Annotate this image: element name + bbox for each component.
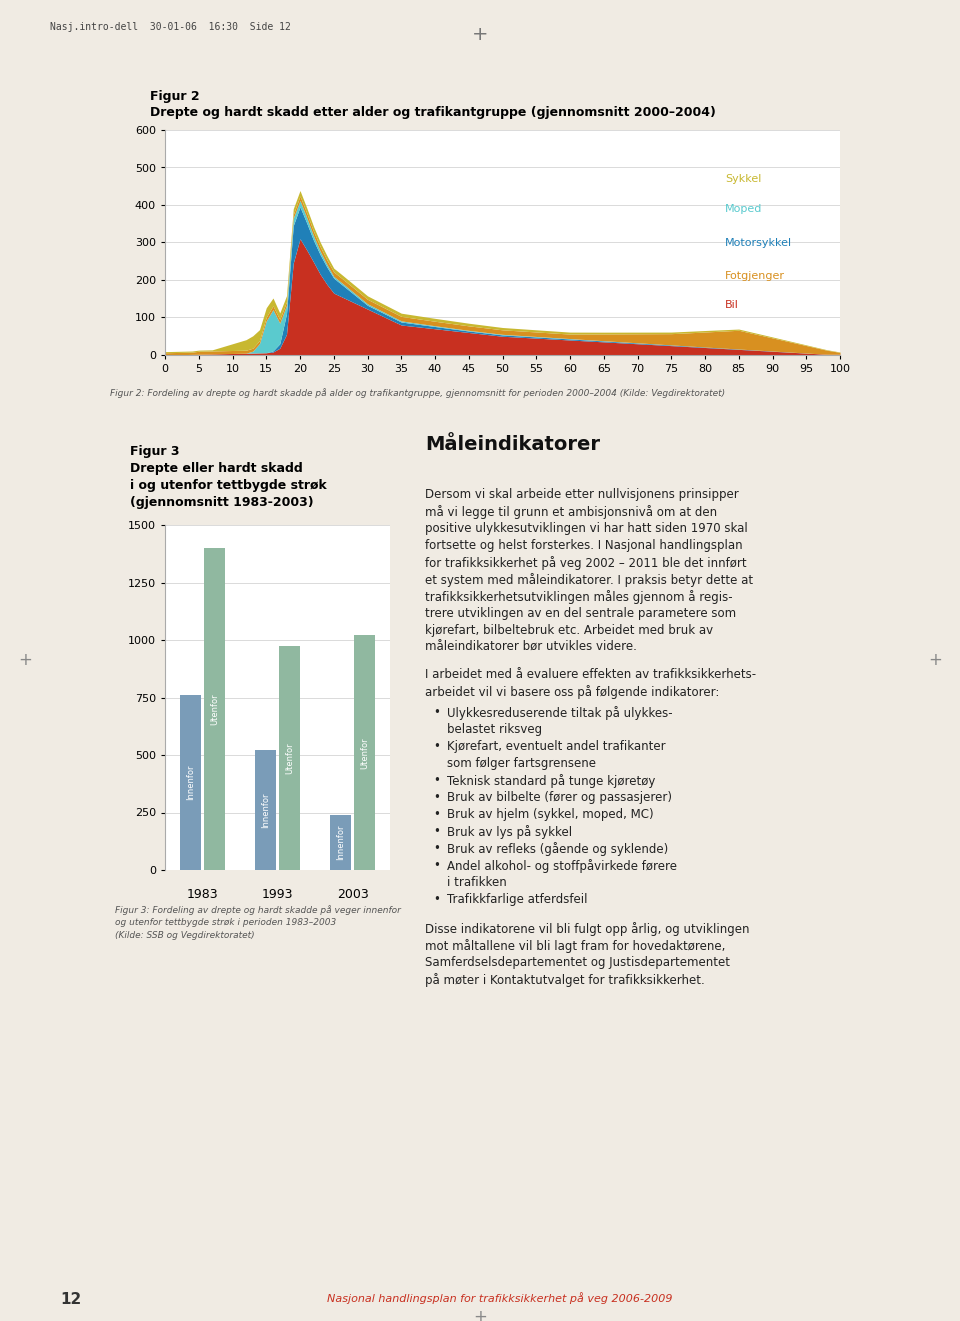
Text: for trafikksikkerhet på veg 2002 – 2011 ble det innført: for trafikksikkerhet på veg 2002 – 2011 … [425,556,747,569]
Text: •: • [433,740,440,753]
Text: trafikksikkerhetsutviklingen måles gjennom å regis-: trafikksikkerhetsutviklingen måles gjenn… [425,590,732,604]
Text: Trafikkfarlige atferdsfeil: Trafikkfarlige atferdsfeil [447,893,588,906]
Text: +: + [928,651,942,668]
Text: Ulykkesreduserende tiltak på ulykkes-: Ulykkesreduserende tiltak på ulykkes- [447,705,673,720]
Text: 2003: 2003 [337,889,369,901]
Text: Disse indikatorene vil bli fulgt opp årlig, og utviklingen: Disse indikatorene vil bli fulgt opp årl… [425,922,750,937]
Text: i og utenfor tettbygde strøk: i og utenfor tettbygde strøk [130,480,326,491]
Text: 1983: 1983 [186,889,218,901]
Text: Innenfor: Innenfor [186,765,195,801]
Text: fortsette og helst forsterkes. I Nasjonal handlingsplan: fortsette og helst forsterkes. I Nasjona… [425,539,743,552]
Text: (Kilde: SSB og Vegdirektoratet): (Kilde: SSB og Vegdirektoratet) [115,931,254,941]
Text: 12: 12 [60,1292,82,1306]
Bar [255,750,276,871]
Text: Utenfor: Utenfor [210,694,219,725]
Text: Bruk av lys på sykkel: Bruk av lys på sykkel [447,826,572,839]
Text: Innenfor: Innenfor [336,824,345,860]
Text: Bruk av refleks (gående og syklende): Bruk av refleks (gående og syklende) [447,841,668,856]
Text: Andel alkohol- og stoffpåvirkede førere: Andel alkohol- og stoffpåvirkede førere [447,859,677,873]
Text: i trafikken: i trafikken [447,876,507,889]
Text: Utenfor: Utenfor [360,737,370,769]
Text: Måleindikatorer: Måleindikatorer [425,435,600,454]
Bar [354,635,375,871]
Text: •: • [433,774,440,787]
Text: belastet riksveg: belastet riksveg [447,723,542,736]
Text: et system med måleindikatorer. I praksis betyr dette at: et system med måleindikatorer. I praksis… [425,573,754,587]
Text: Samferdselsdepartementet og Justisdepartementet: Samferdselsdepartementet og Justisdepart… [425,956,730,970]
Text: Fotgjenger: Fotgjenger [725,271,785,281]
Text: •: • [433,791,440,804]
Text: +: + [471,25,489,45]
Text: og utenfor tettbygde strøk i perioden 1983–2003: og utenfor tettbygde strøk i perioden 19… [115,918,336,927]
Text: Nasjonal handlingsplan for trafikksikkerhet på veg 2006-2009: Nasjonal handlingsplan for trafikksikker… [327,1292,673,1304]
Text: Dersom vi skal arbeide etter nullvisjonens prinsipper: Dersom vi skal arbeide etter nullvisjone… [425,487,739,501]
Text: Teknisk standard på tunge kjøretøy: Teknisk standard på tunge kjøretøy [447,774,656,787]
Text: (gjennomsnitt 1983-2003): (gjennomsnitt 1983-2003) [130,495,314,509]
Text: trere utviklingen av en del sentrale parametere som: trere utviklingen av en del sentrale par… [425,608,736,620]
Text: Figur 3: Fordeling av drepte og hardt skadde på veger innenfor: Figur 3: Fordeling av drepte og hardt sk… [115,905,401,915]
Text: Nasj.intro-dell  30-01-06  16:30  Side 12: Nasj.intro-dell 30-01-06 16:30 Side 12 [50,22,291,32]
Text: Figur 2: Figur 2 [150,90,200,103]
Bar [180,695,201,871]
Text: Utenfor: Utenfor [285,742,294,774]
Bar [279,646,300,871]
Text: +: + [473,1308,487,1321]
Text: •: • [433,859,440,872]
Bar [330,815,350,871]
Text: positive ulykkesutviklingen vi har hatt siden 1970 skal: positive ulykkesutviklingen vi har hatt … [425,522,748,535]
Text: måleindikatorer bør utvikles videre.: måleindikatorer bør utvikles videre. [425,641,636,654]
Text: Sykkel: Sykkel [725,174,761,185]
Text: kjørefart, bilbeltebruk etc. Arbeidet med bruk av: kjørefart, bilbeltebruk etc. Arbeidet me… [425,624,713,637]
Text: Figur 3: Figur 3 [130,445,180,458]
Text: på møter i Kontaktutvalget for trafikksikkerhet.: på møter i Kontaktutvalget for trafikksi… [425,974,705,987]
Text: arbeidet vil vi basere oss på følgende indikatorer:: arbeidet vil vi basere oss på følgende i… [425,686,719,699]
Text: Innenfor: Innenfor [261,793,270,828]
Text: I arbeidet med å evaluere effekten av trafikksikkerhets-: I arbeidet med å evaluere effekten av tr… [425,668,756,682]
Text: 1993: 1993 [262,889,293,901]
Text: som følger fartsgrensene: som følger fartsgrensene [447,757,596,770]
Text: Bruk av hjelm (sykkel, moped, MC): Bruk av hjelm (sykkel, moped, MC) [447,808,654,820]
Text: Bil: Bil [725,300,739,310]
Text: •: • [433,808,440,820]
Text: Kjørefart, eventuelt andel trafikanter: Kjørefart, eventuelt andel trafikanter [447,740,665,753]
Text: Drepte eller hardt skadd: Drepte eller hardt skadd [130,462,302,476]
Text: •: • [433,893,440,906]
Text: må vi legge til grunn et ambisjonsnivå om at den: må vi legge til grunn et ambisjonsnivå o… [425,505,717,519]
Text: •: • [433,841,440,855]
Text: •: • [433,826,440,838]
Bar [204,548,225,871]
Text: •: • [433,705,440,719]
Text: Figur 2: Fordeling av drepte og hardt skadde på alder og trafikantgruppe, gjenno: Figur 2: Fordeling av drepte og hardt sk… [110,388,725,398]
Text: Moped: Moped [725,203,762,214]
Text: Motorsykkel: Motorsykkel [725,238,792,247]
Text: mot måltallene vil bli lagt fram for hovedaktørene,: mot måltallene vil bli lagt fram for hov… [425,939,726,952]
Text: Bruk av bilbelte (fører og passasjerer): Bruk av bilbelte (fører og passasjerer) [447,791,672,804]
Text: Drepte og hardt skadd etter alder og trafikantgruppe (gjennomsnitt 2000–2004): Drepte og hardt skadd etter alder og tra… [150,106,716,119]
Text: +: + [18,651,32,668]
